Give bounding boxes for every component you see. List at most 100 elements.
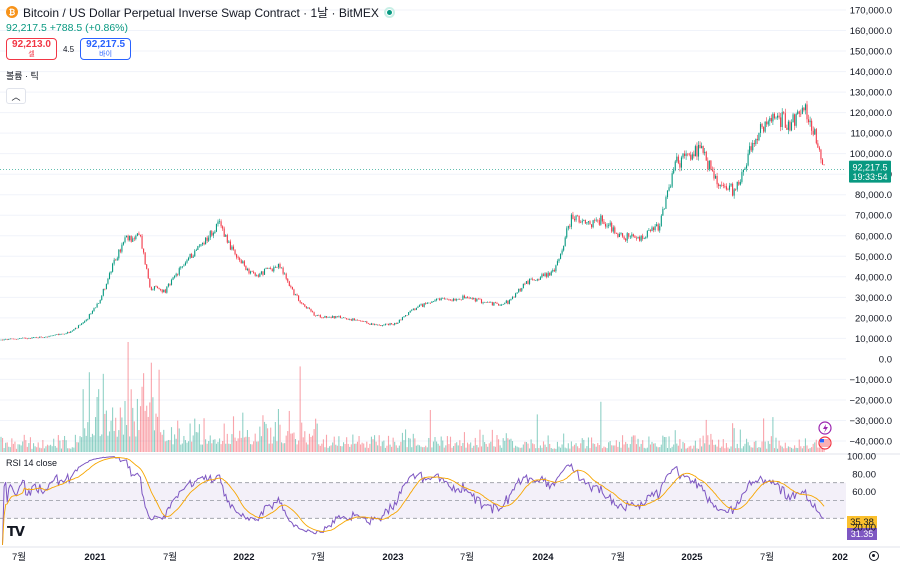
volume-bar xyxy=(502,438,504,452)
candle-body xyxy=(601,215,603,222)
candle-body xyxy=(501,304,503,306)
volume-bar xyxy=(186,442,188,452)
candle-body xyxy=(82,322,84,324)
candle-body xyxy=(298,295,300,301)
volume-bar xyxy=(246,430,248,452)
candle-body xyxy=(690,154,692,160)
volume-bar xyxy=(679,439,681,452)
candle-body xyxy=(377,324,379,326)
candle-body xyxy=(682,153,684,158)
candle-body xyxy=(254,273,256,276)
candle-body xyxy=(208,237,210,241)
candle-body xyxy=(646,230,648,237)
volume-bar xyxy=(670,448,672,452)
candle-body xyxy=(250,271,252,274)
candle-body xyxy=(767,121,769,125)
candle-body xyxy=(608,225,610,227)
volume-bar xyxy=(150,362,152,452)
volume-bar xyxy=(102,373,104,452)
volume-bar xyxy=(643,447,645,452)
volume-bar xyxy=(542,441,545,452)
volume-bar xyxy=(480,446,483,452)
price-tick-label: 150,000.0 xyxy=(850,47,892,58)
volume-bar xyxy=(671,446,673,452)
candle-body xyxy=(397,322,399,324)
volume-bar xyxy=(234,437,236,452)
candle-body xyxy=(23,337,25,339)
candle-body xyxy=(256,275,258,276)
candle-body xyxy=(132,238,134,242)
volume-bar xyxy=(453,446,455,452)
volume-bar xyxy=(349,446,351,452)
candle-body xyxy=(679,163,681,168)
candle-body xyxy=(310,308,312,312)
volume-bar xyxy=(59,440,61,452)
candle-body xyxy=(685,153,687,156)
candle-body xyxy=(626,233,628,241)
volume-indicator-label[interactable]: 볼륨 · 틱 xyxy=(6,71,39,81)
candle-body xyxy=(28,338,30,339)
volume-bar xyxy=(178,428,180,452)
volume-bar xyxy=(614,445,616,452)
candle-body xyxy=(349,319,351,320)
price-tick-label: 110,000.0 xyxy=(850,129,892,140)
candle-body xyxy=(818,147,820,150)
volume-bar xyxy=(482,434,484,452)
volume-bar xyxy=(174,434,176,452)
sell-button[interactable]: 92,213.0 셀 xyxy=(6,38,57,60)
buy-button[interactable]: 92,217.5 바이 xyxy=(80,38,132,60)
volume-bar xyxy=(604,447,607,452)
volume-bar xyxy=(73,447,75,452)
candle-body xyxy=(170,279,173,285)
volume-bar xyxy=(299,366,301,452)
candle-body xyxy=(59,334,61,335)
candle-body xyxy=(180,267,182,269)
candle-body xyxy=(583,219,585,221)
volume-bar xyxy=(564,447,566,452)
volume-bar xyxy=(68,448,70,452)
candle-body xyxy=(553,269,555,272)
volume-bar xyxy=(84,428,86,452)
candle-body xyxy=(622,233,624,237)
volume-bar xyxy=(15,448,18,452)
tradingview-logo[interactable]: TV xyxy=(7,525,25,540)
candle-body xyxy=(19,338,21,340)
volume-bar xyxy=(287,431,289,452)
collapse-button[interactable]: ︿ xyxy=(6,88,26,104)
candle-body xyxy=(73,329,75,331)
volume-bar xyxy=(597,443,599,452)
volume-bar xyxy=(172,444,174,452)
volume-bar xyxy=(516,446,518,452)
candle-body xyxy=(521,288,523,291)
current-price-value: 92,217.5 xyxy=(852,163,887,173)
volume-bar xyxy=(333,436,335,452)
candle-body xyxy=(268,268,270,269)
volume-bar xyxy=(384,447,386,452)
volume-bar xyxy=(127,342,129,452)
volume-bar xyxy=(716,446,718,452)
candle-body xyxy=(665,197,667,209)
candle-body xyxy=(527,281,529,284)
volume-bar xyxy=(437,443,439,452)
symbol-title[interactable]: Bitcoin / US Dollar Perpetual Inverse Sw… xyxy=(23,5,379,20)
candle-body xyxy=(476,298,478,302)
candle-body xyxy=(122,242,124,245)
volume-bar xyxy=(787,446,789,452)
volume-bar xyxy=(769,443,771,452)
candle-body xyxy=(701,146,703,149)
candle-body xyxy=(387,324,390,326)
candle-body xyxy=(84,320,86,323)
candle-body xyxy=(449,299,452,301)
settings-icon[interactable] xyxy=(869,551,879,561)
candle-body xyxy=(127,235,129,241)
volume-bar xyxy=(594,443,596,452)
candle-body xyxy=(1,339,4,341)
rsi-indicator-label[interactable]: RSI 14 close xyxy=(6,458,58,468)
volume-bar xyxy=(366,441,368,452)
volume-bar xyxy=(200,444,202,452)
candle-body xyxy=(711,169,713,171)
volume-bar xyxy=(575,443,577,452)
volume-bar xyxy=(19,444,21,452)
candle-body xyxy=(217,221,219,225)
